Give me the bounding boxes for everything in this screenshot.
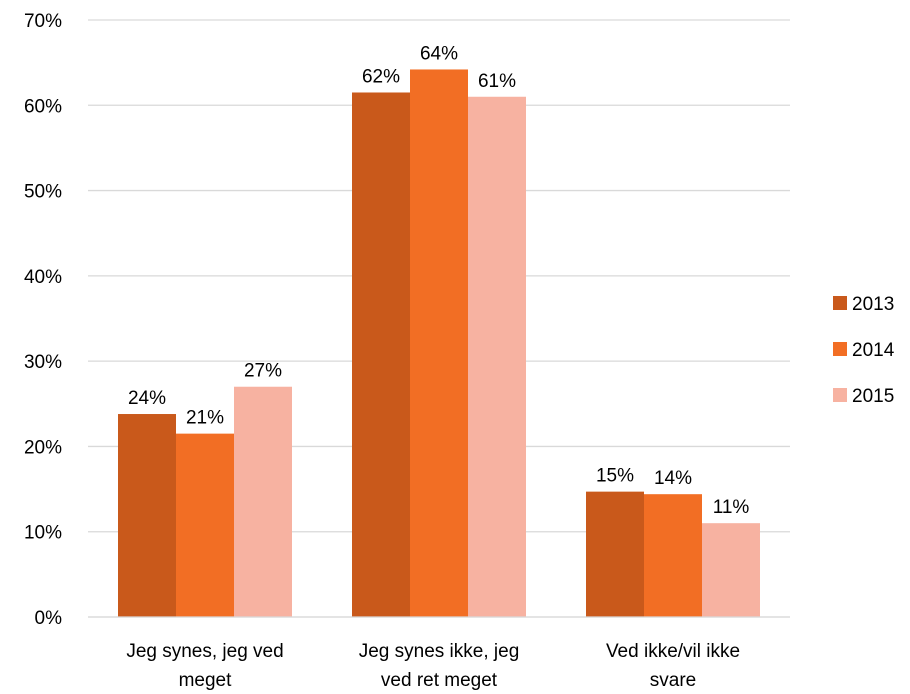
x-category-label: svare — [650, 670, 696, 691]
legend-swatch — [833, 342, 847, 356]
legend: 2013 2014 2015 — [833, 294, 895, 407]
x-category-label: meget — [179, 670, 233, 691]
x-axis: Jeg synes, jeg ved meget Jeg synes ikke, j… — [88, 616, 790, 691]
legend-label: 2015 — [852, 386, 894, 407]
y-tick-label: 0% — [35, 608, 63, 629]
x-category-label: ved ret meget — [381, 670, 498, 691]
x-category-label: Ved ikke/vil ikke — [606, 641, 740, 662]
data-label: 61% — [478, 71, 516, 92]
legend-swatch — [833, 296, 847, 310]
bar-2013-cat-3 — [586, 491, 644, 617]
x-category-label: Jeg synes ikke, jeg — [359, 641, 520, 662]
y-tick-label: 70% — [24, 11, 62, 32]
legend-label: 2014 — [852, 340, 895, 361]
data-label: 24% — [128, 388, 166, 409]
x-category-label: Jeg synes, jeg ved — [126, 641, 283, 662]
legend-label: 2013 — [852, 294, 894, 315]
bar-2013-cat-2 — [352, 92, 410, 617]
y-tick-label: 40% — [24, 267, 62, 288]
y-axis: 0% 10% 20% 30% 40% 50% 60% 70% — [24, 11, 62, 629]
bar-2015-cat-2 — [468, 96, 526, 617]
data-label: 11% — [713, 497, 750, 518]
data-label: 64% — [420, 43, 458, 64]
data-label: 62% — [362, 66, 400, 87]
bar-2014-cat-1 — [176, 433, 234, 617]
data-labels: 24% 21% 27% 62% 64% 61% 15% 14% 11% — [128, 43, 749, 518]
bar-2014-cat-2 — [410, 69, 468, 618]
y-tick-label: 10% — [24, 523, 62, 544]
bar-2015-cat-1 — [234, 386, 292, 617]
bar-2014-cat-3 — [644, 494, 702, 617]
data-label: 27% — [244, 361, 282, 382]
y-tick-label: 20% — [24, 437, 62, 458]
bar-2015-cat-3 — [702, 523, 760, 617]
y-tick-label: 50% — [24, 182, 62, 203]
data-label: 15% — [596, 466, 634, 487]
data-label: 14% — [654, 468, 692, 489]
legend-swatch — [833, 388, 847, 402]
bars — [118, 69, 760, 618]
y-tick-label: 30% — [24, 352, 62, 373]
y-tick-label: 60% — [24, 96, 62, 117]
data-label: 21% — [186, 408, 224, 429]
bar-2013-cat-1 — [118, 414, 176, 617]
